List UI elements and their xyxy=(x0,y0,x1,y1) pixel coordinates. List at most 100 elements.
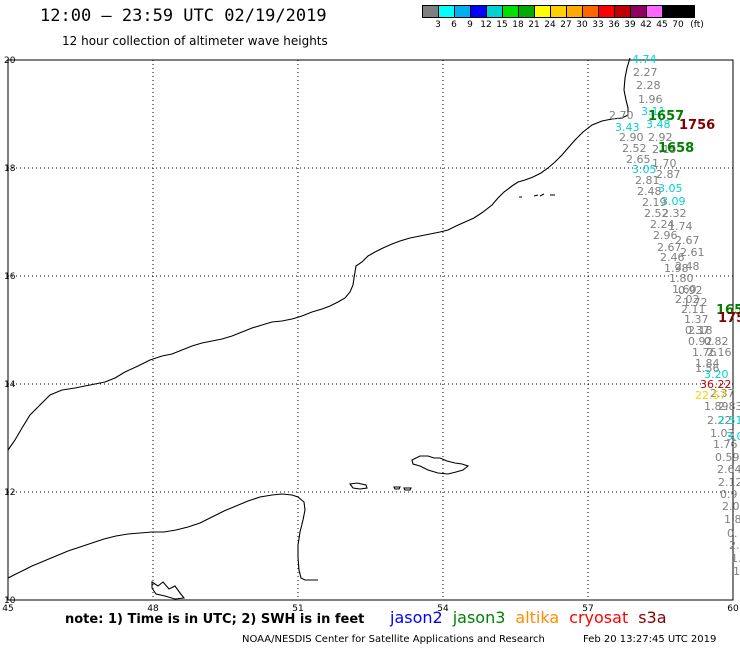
credit-text: NOAA/NESDIS Center for Satellite Applica… xyxy=(242,634,545,645)
scale-label: 39 xyxy=(624,20,636,30)
wave-height-label: 2.46 xyxy=(660,251,685,264)
longitude-label: 48 xyxy=(147,604,159,614)
wave-height-label: 2.64 xyxy=(717,463,740,476)
wave-height-label: 3.11 xyxy=(641,105,666,118)
wave-height-label: 0.92 xyxy=(688,335,713,348)
scale-label: 70 xyxy=(672,20,684,30)
wave-height-label: 0. xyxy=(727,527,738,540)
scale-label: 42 xyxy=(640,20,652,30)
axis-labels: 45 48 51 54 57 60 20 18 16 14 12 10 xyxy=(2,56,739,614)
wave-height-label: 1.56 xyxy=(695,362,720,375)
wave-height-label: 3.05 xyxy=(658,182,683,195)
wave-height-label: 1.96 xyxy=(638,93,663,106)
units-note: note: 1) Time is in UTC; 2) SWH is in fe… xyxy=(65,612,365,627)
wave-height-label: 2.48 xyxy=(637,185,662,198)
coastlines xyxy=(7,57,631,600)
wave-height-label: 3.0 xyxy=(726,430,740,443)
scale-label: 27 xyxy=(560,20,572,30)
abd-al-kuri-island xyxy=(349,482,368,490)
satellite-legend: jason2 jason3 altika cryosat s3a xyxy=(390,608,677,627)
small-coastal-islands xyxy=(151,580,186,600)
satellite-legend-item: cryosat xyxy=(569,608,629,627)
wave-height-label: 2.27 xyxy=(633,66,658,79)
map-frame xyxy=(7,59,734,601)
scale-swatches xyxy=(422,5,708,18)
wave-height-label: 2.81 xyxy=(635,174,660,187)
wave-height-label: 2.65 xyxy=(626,153,651,166)
wave-height-label: 1.60 xyxy=(672,283,697,296)
wave-height-label: 3.09 xyxy=(661,195,686,208)
scale-unit: (ft) xyxy=(690,20,704,30)
wave-height-label: 1.03 xyxy=(710,427,735,440)
latitude-label: 18 xyxy=(4,164,16,174)
wave-height-label: 1. xyxy=(731,552,740,565)
map-grid xyxy=(8,60,733,600)
wave-height-label: 2.32 xyxy=(662,207,687,220)
wave-height-label: 2.0 xyxy=(722,500,740,513)
wave-height-label: 0.82 xyxy=(704,335,729,348)
pass-time-label: 175 xyxy=(718,311,740,326)
scale-label: 9 xyxy=(467,20,473,30)
wave-height-label: 2.28 xyxy=(636,79,661,92)
wave-height-label: 2.70 xyxy=(609,109,634,122)
pass-time-label: 1657 xyxy=(648,109,684,124)
wave-height-label: 3.20 xyxy=(704,368,729,381)
pass-time-label: 1658 xyxy=(658,141,694,156)
wave-height-label: 1.37 xyxy=(684,313,709,326)
kuria-muria-islets xyxy=(519,193,555,198)
map-subtitle: 12 hour collection of altimeter wave hei… xyxy=(62,34,328,48)
wave-height-label: 2.96 xyxy=(653,229,678,242)
wave-height-label: 2.67 xyxy=(657,241,682,254)
socotra-island xyxy=(411,455,470,475)
longitude-label: 60 xyxy=(727,604,739,614)
timestamp-text: Feb 20 13:27:45 UTC 2019 xyxy=(583,634,717,645)
wave-height-label: 2.22 xyxy=(707,414,732,427)
wave-height-label: 2.19 xyxy=(642,196,667,209)
scale-label: 6 xyxy=(451,20,457,30)
wave-height-label: 2.92 xyxy=(648,131,673,144)
scale-label: 30 xyxy=(576,20,588,30)
wave-height-label: 2.83 xyxy=(718,400,740,413)
map-title: 12:00 – 23:59 UTC 02/19/2019 xyxy=(40,6,327,26)
wave-height-label: 0.92 xyxy=(678,284,703,297)
scale-label: 36 xyxy=(608,20,620,30)
satellite-legend-item: jason3 xyxy=(452,608,506,627)
latitude-label: 10 xyxy=(4,596,16,606)
wave-height-label: 2. xyxy=(729,539,740,552)
scale-label: 12 xyxy=(480,20,492,30)
pass-time-label: 1756 xyxy=(679,118,715,133)
wave-height-label: 2.61 xyxy=(680,246,705,259)
wave-height-label: 0.37 xyxy=(685,324,710,337)
wave-height-label: 2.02 xyxy=(675,293,700,306)
wave-height-label: 2.37 xyxy=(710,387,735,400)
satellite-legend-item: jason2 xyxy=(390,608,443,627)
longitude-label: 57 xyxy=(582,604,593,614)
wave-height-label: 1.84 xyxy=(695,357,720,370)
scale-label: 15 xyxy=(496,20,508,30)
scale-swatch xyxy=(678,5,695,18)
longitude-label: 45 xyxy=(2,604,13,614)
wave-height-label: 2.48 xyxy=(675,260,700,273)
latitude-label: 20 xyxy=(4,56,16,66)
arabian-coastline xyxy=(7,57,631,451)
wave-height-label: 2.52 xyxy=(622,142,647,155)
wave-height-label: 22.57 xyxy=(695,389,727,402)
brothers-islet-a xyxy=(393,486,401,490)
wave-height-label: 1 xyxy=(733,565,740,578)
brothers-islet-b xyxy=(403,487,412,491)
wave-height-label: 1.72 xyxy=(683,296,708,309)
wave-height-label: 2.11 xyxy=(681,303,706,316)
scale-label: 45 xyxy=(656,20,668,30)
satellite-legend-item: s3a xyxy=(638,608,667,627)
satellite-legend-item: altika xyxy=(515,608,560,627)
scale-label: 18 xyxy=(512,20,524,30)
wave-height-label: 1.70 xyxy=(652,157,677,170)
wave-height-label: 2.67 xyxy=(675,234,700,247)
wave-height-label: 1.74 xyxy=(668,220,693,233)
scale-label: 33 xyxy=(592,20,604,30)
longitude-label: 54 xyxy=(437,604,449,614)
wave-height-label: 3.43 xyxy=(615,121,640,134)
wave-height-label: 2.90 xyxy=(619,131,644,144)
wave-height-label: 1.76 xyxy=(713,438,738,451)
